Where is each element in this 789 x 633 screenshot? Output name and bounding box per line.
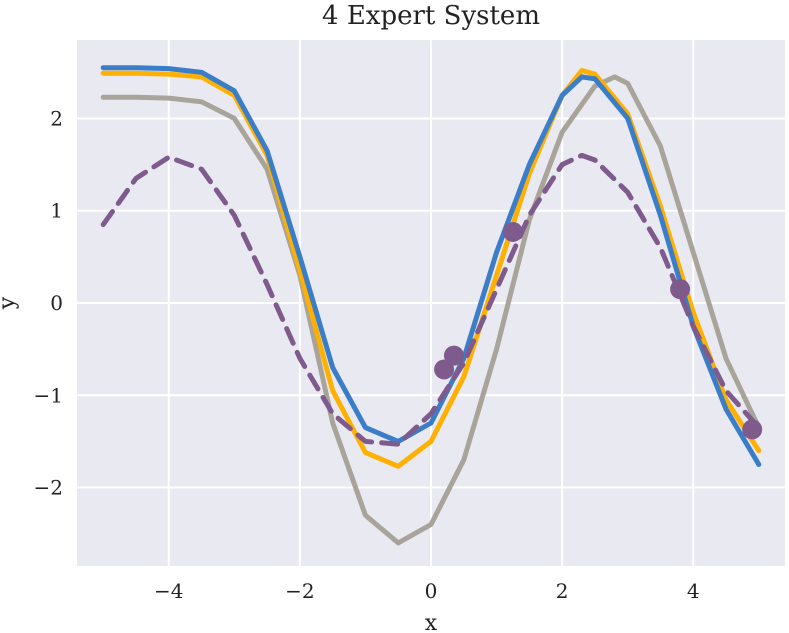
y-tick-labels: −2 −1 0 1 2 xyxy=(34,106,63,499)
y-tick-label: 0 xyxy=(50,291,63,315)
purple-data-point xyxy=(502,221,523,242)
x-tick-label: −2 xyxy=(285,579,314,603)
x-tick-label: −4 xyxy=(154,579,183,603)
y-tick-label: −1 xyxy=(34,383,63,407)
chart-title: 4 Expert System xyxy=(322,1,540,31)
y-tick-label: 1 xyxy=(50,199,63,223)
y-tick-label: −2 xyxy=(34,476,63,500)
purple-data-point xyxy=(434,359,455,380)
purple-dashed-series-line xyxy=(100,152,762,447)
purple-data-point xyxy=(742,419,763,440)
y-tick-label: 2 xyxy=(50,106,63,130)
series-layer xyxy=(100,65,763,546)
x-tick-label: 2 xyxy=(556,579,569,603)
x-tick-label: 4 xyxy=(687,579,700,603)
x-axis-label: x xyxy=(425,611,438,633)
purple-data-point xyxy=(670,279,691,300)
gray-series-line xyxy=(100,74,762,546)
x-tick-labels: −4 −2 0 2 4 xyxy=(154,579,700,603)
grid-lines xyxy=(77,40,785,566)
y-axis-label: y xyxy=(0,296,20,310)
x-tick-label: 0 xyxy=(425,579,438,603)
purple-data-point xyxy=(443,345,464,366)
